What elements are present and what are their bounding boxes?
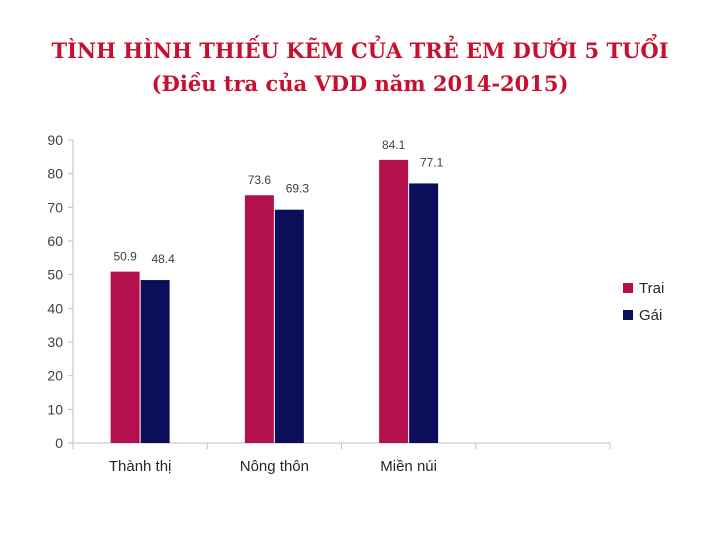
y-tick-label: 60	[47, 233, 63, 249]
y-tick-label: 50	[47, 267, 63, 283]
x-tick-label: Thành thị	[109, 458, 172, 475]
legend-label: Trai	[639, 280, 664, 297]
bar-gai	[409, 183, 439, 443]
y-tick-label: 90	[47, 132, 63, 148]
bar-trai	[110, 271, 140, 443]
y-tick-label: 30	[47, 334, 63, 350]
data-label: 69.3	[286, 182, 310, 196]
x-tick-label: Nông thôn	[240, 458, 309, 475]
data-label: 73.6	[248, 173, 272, 187]
chart-axes: 0 10 20 30 40 50 60 70 80 90 Thành thị Nông thôn Miề…	[47, 132, 611, 475]
data-label: 84.1	[382, 138, 406, 152]
data-label: 48.4	[151, 252, 175, 266]
bar-gai	[274, 209, 304, 443]
data-label: 77.1	[420, 155, 444, 169]
chart-data-labels: 50.9 48.4 73.6 69.3 84.1 77.1	[113, 138, 443, 266]
y-tick-label: 10	[47, 401, 63, 417]
legend-label: Gái	[639, 307, 662, 324]
y-tick-label: 40	[47, 300, 63, 316]
y-tick-label: 80	[47, 166, 63, 182]
data-label: 50.9	[113, 250, 137, 264]
y-tick-label: 20	[47, 368, 63, 384]
bar-trai	[379, 159, 409, 443]
legend-swatch	[623, 310, 633, 320]
chart-subtitle: (Điều tra của VDD năm 2014-2015)	[151, 71, 569, 96]
bar-gai	[140, 280, 170, 443]
x-tick-label: Miền núi	[380, 458, 437, 475]
chart-title: TÌNH HÌNH THIẾU KẼM CỦA TRẺ EM DƯỚI 5 TU…	[51, 38, 669, 63]
y-tick-label: 70	[47, 199, 63, 215]
chart-title-block: TÌNH HÌNH THIẾU KẼM CỦA TRẺ EM DƯỚI 5 TU…	[0, 34, 720, 100]
chart-legend: Trai Gái	[623, 280, 664, 324]
legend-swatch	[623, 283, 633, 293]
chart-bars	[110, 159, 439, 443]
bar-trai	[244, 195, 274, 443]
y-tick-label: 0	[55, 435, 63, 451]
